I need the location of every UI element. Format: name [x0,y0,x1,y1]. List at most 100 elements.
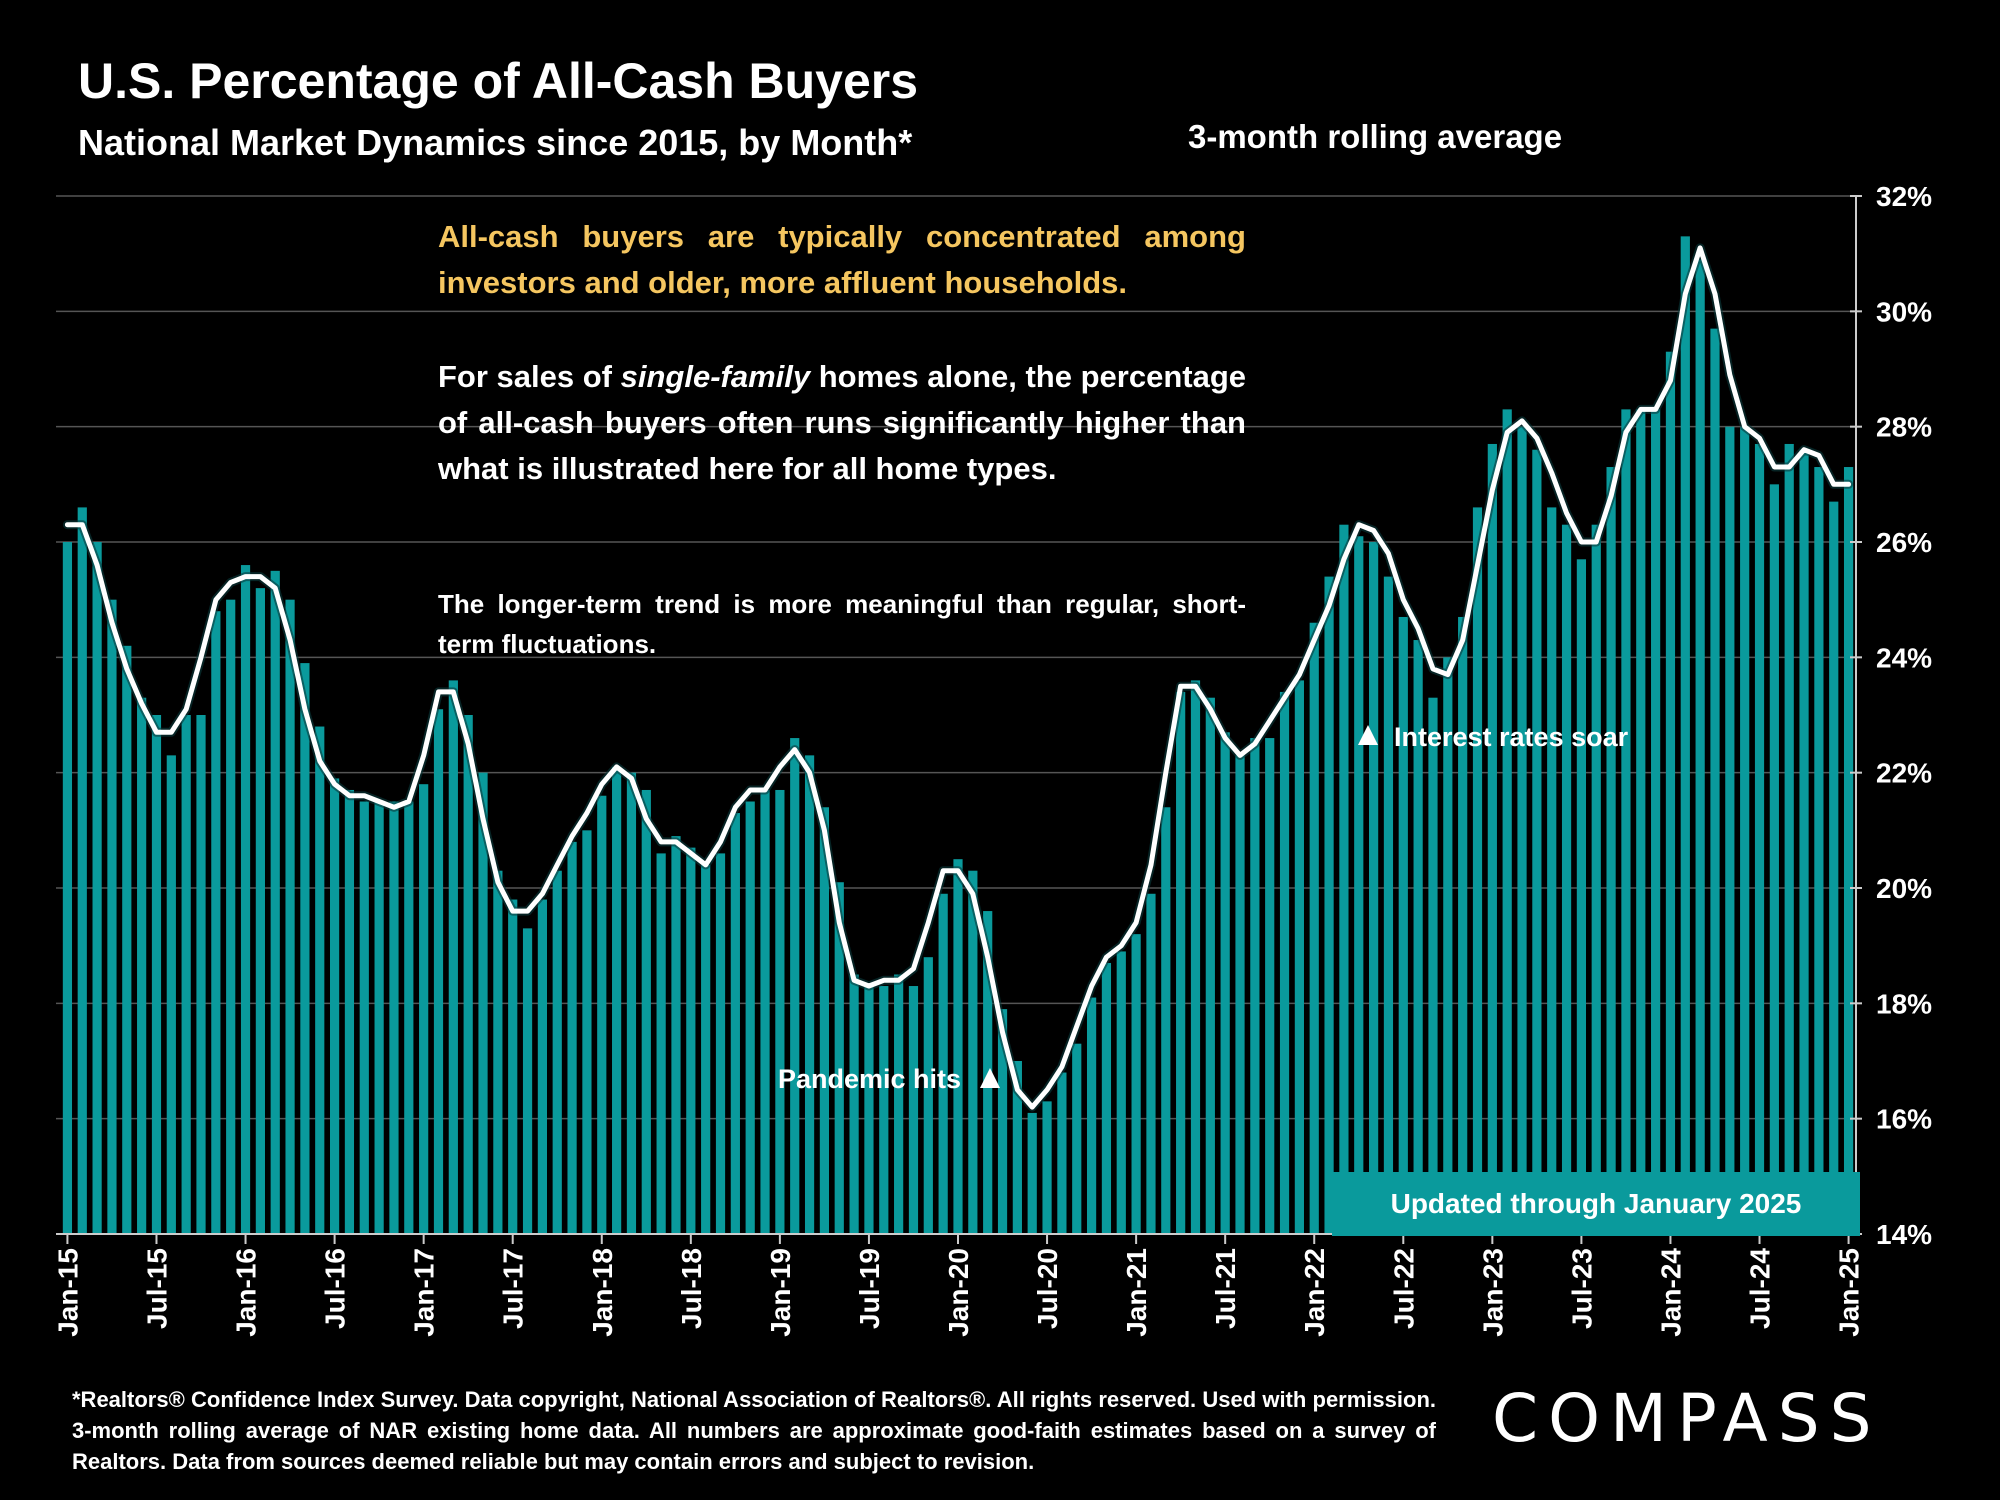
chart-title: U.S. Percentage of All-Cash Buyers [78,53,919,109]
bar [1843,467,1854,1234]
bar [1665,351,1676,1234]
x-tick-label: Jan-21 [1121,1248,1152,1337]
bar [552,870,562,1234]
bar [1710,328,1720,1235]
bar [775,789,785,1234]
bar [582,830,592,1234]
updated-badge: Updated through January 2025 [1332,1172,1860,1236]
bar [92,542,102,1234]
bar [1740,426,1750,1235]
x-tick-label: Jan-19 [765,1248,796,1337]
y-tick-label: 28% [1876,412,1932,443]
annotations: Pandemic hits Interest rates soar [778,722,1629,1094]
bar [300,663,310,1234]
bar [404,801,414,1234]
bar [166,755,176,1234]
bar [1161,807,1171,1234]
x-tick-label: Jan-15 [52,1248,83,1337]
bar [1027,1112,1037,1234]
y-tick-label: 32% [1876,181,1932,212]
bar [1294,680,1304,1234]
bar [1458,616,1468,1234]
x-tick-label: Jul-24 [1745,1248,1776,1329]
bar [196,715,206,1234]
bar [1131,934,1141,1234]
bar [567,841,577,1234]
x-tick-label: Jul-21 [1210,1248,1241,1329]
x-tick-label: Jan-24 [1655,1248,1686,1337]
bar [671,836,681,1234]
bar [1101,962,1112,1234]
x-tick-label: Jan-23 [1477,1248,1508,1337]
y-tick-label: 22% [1876,758,1932,789]
bar [359,801,369,1234]
bar [344,789,355,1234]
rates-triangle-icon [1358,725,1378,745]
bar [1680,236,1690,1234]
x-tick-label: Jan-22 [1299,1248,1330,1337]
bar [315,726,325,1234]
bar [1428,697,1438,1234]
bar [686,847,696,1234]
bar [1220,732,1230,1234]
x-tick-label: Jan-18 [587,1248,618,1337]
footnote: *Realtors® Confidence Index Survey. Data… [72,1387,1436,1474]
bar [1561,524,1572,1234]
bar [1086,997,1097,1234]
bar [1799,449,1809,1234]
bar [1339,524,1349,1234]
bar [1324,576,1334,1234]
bar [1369,542,1379,1234]
bar [107,599,117,1234]
bar [983,911,993,1234]
bar [1725,426,1735,1235]
bar [493,870,503,1234]
bar [701,864,711,1234]
bar-series [62,236,1854,1235]
x-tick-label: Jul-18 [676,1248,707,1329]
bar [1072,1043,1082,1234]
bar [1146,893,1156,1234]
bar [389,801,399,1234]
bar [1354,536,1364,1234]
bar [122,645,132,1234]
bar [819,807,830,1234]
bar [1621,409,1631,1234]
bar [1784,443,1794,1234]
bar [1769,484,1779,1234]
y-tick-label: 14% [1876,1219,1932,1250]
y-tick-label: 26% [1876,527,1932,558]
bar [1398,616,1408,1234]
bar [1829,501,1839,1235]
bar [1517,426,1527,1235]
annotation-interest-rates: Interest rates soar [1394,722,1629,752]
bar [745,801,755,1234]
bar [849,974,859,1234]
bar [894,974,904,1234]
pandemic-triangle-icon [980,1068,1000,1088]
x-tick-label: Jul-23 [1566,1248,1597,1329]
bar [181,715,191,1234]
bar [790,738,800,1234]
bar [1279,691,1290,1234]
y-tick-label: 16% [1876,1104,1932,1135]
bar [151,715,162,1234]
bar [715,853,726,1234]
bar [1413,640,1423,1234]
bar [864,986,874,1234]
bar [968,870,978,1234]
bar [1576,559,1587,1234]
bar [226,599,236,1234]
annotation-pandemic: Pandemic hits [778,1064,961,1094]
y-tick-label: 30% [1876,296,1932,327]
bar [1695,259,1705,1234]
bar [1265,738,1275,1234]
x-tick-label: Jan-17 [409,1248,440,1337]
bar [656,853,666,1234]
y-tick-label: 24% [1876,642,1932,673]
bar [953,859,963,1234]
bar [804,755,815,1234]
bar [1250,738,1260,1234]
y-tick-label: 18% [1876,988,1932,1019]
